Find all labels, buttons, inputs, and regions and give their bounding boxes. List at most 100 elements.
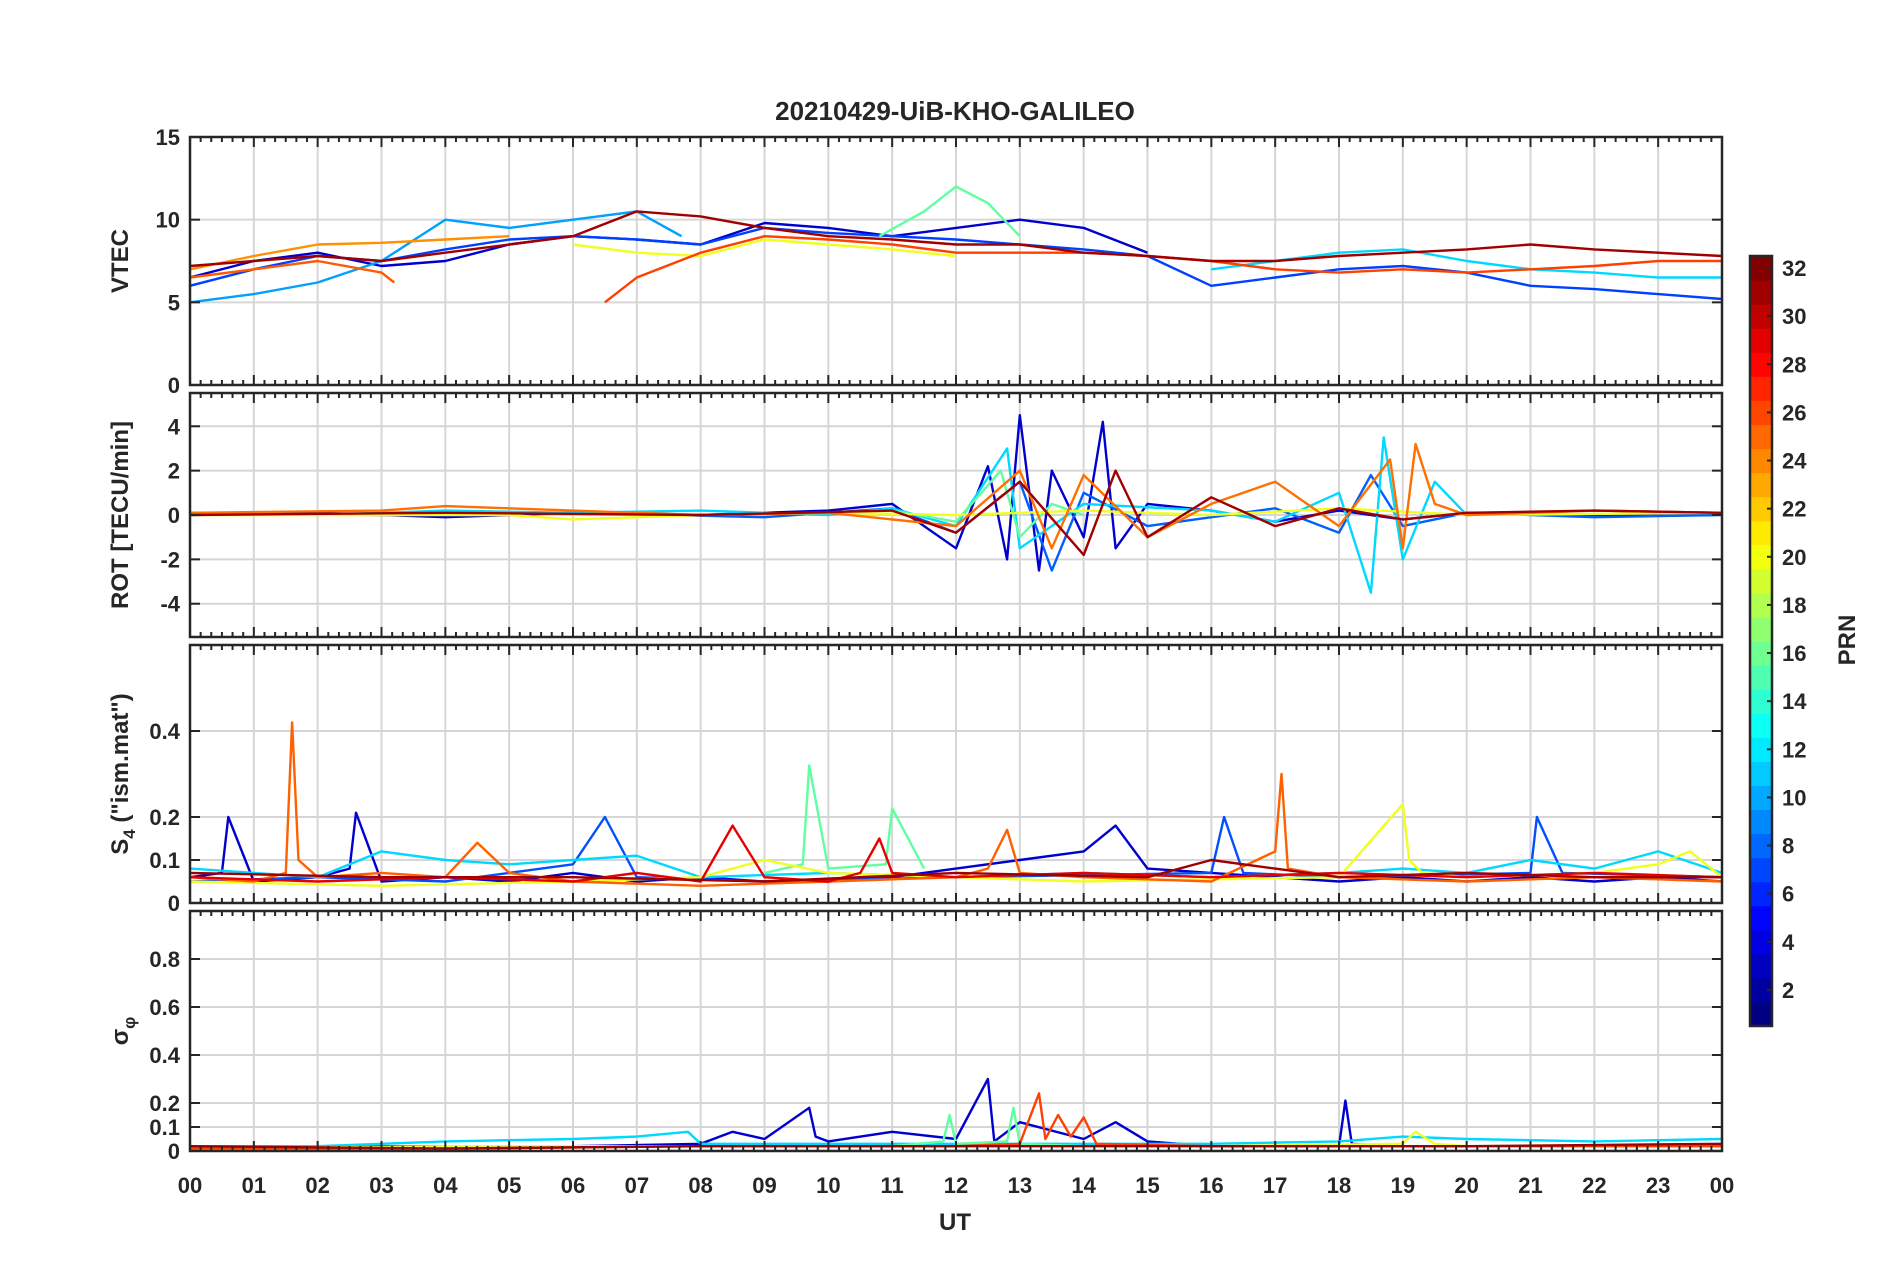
colorbar-segment: [1750, 977, 1772, 1003]
series-line-prn-25: [190, 259, 396, 284]
colorbar-segment: [1750, 304, 1772, 329]
colorbar-segment: [1750, 472, 1772, 498]
y-tick-label: 10: [156, 208, 180, 233]
colorbar-segment: [1750, 785, 1772, 811]
series-line-prn-15: [878, 185, 1021, 238]
colorbar-segment: [1750, 929, 1772, 955]
colorbar-frame: [1748, 254, 1774, 1028]
y-tick-label: -2: [160, 547, 180, 572]
y-tick-label: 0.4: [149, 719, 180, 744]
axes-frame: [188, 135, 1724, 387]
series-line-prn-20: [572, 238, 957, 258]
x-tick-label: 09: [752, 1173, 776, 1198]
colorbar-segment: [1750, 881, 1772, 907]
colorbar-segment: [1750, 953, 1772, 979]
panel-s4: 0 0.1 0.2 0.4 S4 ("ism.mat"): [107, 643, 1724, 916]
x-tick-label: 02: [305, 1173, 329, 1198]
colorbar-segment: [1750, 761, 1772, 786]
colorbar-segment: [1750, 689, 1772, 714]
colorbar-segment: [1750, 424, 1772, 450]
colorbar-tick-label: 22: [1782, 497, 1806, 522]
series-line-prn-31: [190, 469, 1722, 557]
colorbar-segment: [1750, 1001, 1772, 1027]
colorbar-tick-label: 14: [1782, 689, 1807, 714]
x-tick-label: 05: [497, 1173, 521, 1198]
colorbar-tick-label: 16: [1782, 641, 1806, 666]
colorbar-tick-label: 8: [1782, 834, 1794, 859]
colorbar-segment: [1750, 641, 1772, 666]
colorbar-segment: [1750, 352, 1772, 377]
colorbar-segment: [1750, 592, 1772, 618]
series-line-prn-10: [190, 210, 683, 304]
colorbar-tick-label: 12: [1782, 737, 1806, 762]
colorbar-segment: [1750, 665, 1772, 690]
x-tick-label: 23: [1646, 1173, 1670, 1198]
panel-rot: -4 -2 0 2 4 ROT [TECU/min]: [107, 391, 1724, 639]
x-tick-label: 15: [1135, 1173, 1159, 1198]
series-line-prn-29: [190, 824, 1722, 883]
y-tick-label: 5: [168, 290, 180, 315]
colorbar-tick-label: 30: [1782, 304, 1806, 329]
colorbar-segment: [1750, 544, 1772, 570]
colorbar-segment: [1750, 905, 1772, 931]
series-line-prn-25: [190, 721, 1722, 887]
colorbar-tick-label: 20: [1782, 545, 1806, 570]
colorbar-segment: [1750, 448, 1772, 474]
axes-frame: [188, 391, 1724, 639]
x-tick-label: 13: [1008, 1173, 1032, 1198]
colorbar-segment: [1750, 857, 1772, 883]
colorbar-segment: [1750, 376, 1772, 401]
colorbar-segment: [1750, 809, 1772, 835]
y-tick-label: 0: [168, 503, 180, 528]
x-tick-label: 17: [1263, 1173, 1287, 1198]
series-group: [190, 185, 1722, 304]
x-tick-label: 00: [1710, 1173, 1734, 1198]
colorbar-segment: [1750, 833, 1772, 859]
y-axis-label: σφ: [107, 1017, 139, 1046]
series-line-prn-23: [190, 235, 510, 271]
x-tick-label: 14: [1071, 1173, 1096, 1198]
y-axis-label: VTEC: [107, 229, 134, 293]
x-tick-label: 10: [816, 1173, 840, 1198]
y-tick-label: 0.1: [149, 848, 180, 873]
colorbar-segment: [1750, 520, 1772, 546]
y-axis-label: ROT [TECU/min]: [107, 421, 134, 609]
colorbar-segment: [1750, 737, 1772, 762]
colorbar-tick-label: 6: [1782, 882, 1794, 907]
y-tick-label: 0.1: [149, 1115, 180, 1140]
x-tick-label: 12: [944, 1173, 968, 1198]
axes-frame: [188, 909, 1724, 1153]
series-line-prn-15: [891, 469, 1085, 539]
x-tick-label: 01: [242, 1173, 266, 1198]
x-tick-label: 20: [1454, 1173, 1478, 1198]
x-tick-label: 03: [369, 1173, 393, 1198]
y-tick-label: 0: [168, 373, 180, 398]
colorbar-segment: [1750, 400, 1772, 426]
panel-vtec: 0 5 10 15 VTEC: [107, 125, 1724, 398]
axes-frame: [188, 643, 1724, 905]
x-axis-label: UT: [939, 1209, 971, 1236]
x-tick-label: 11: [881, 1173, 904, 1198]
y-tick-label: 0.2: [149, 1091, 180, 1116]
colorbar-segment: [1750, 328, 1772, 353]
panel-sigma-phi: 00.10.2 0.4 0.6 0.8 σφ: [107, 909, 1724, 1164]
colorbar-label: PRN: [1834, 615, 1861, 666]
colorbar-tick-label: 10: [1782, 785, 1806, 810]
colorbar-tick-label: 18: [1782, 593, 1806, 618]
x-tick-label: 21: [1518, 1173, 1542, 1198]
colorbar-segment: [1750, 496, 1772, 522]
series-group: [190, 414, 1722, 594]
colorbar-segment: [1750, 616, 1772, 642]
x-tick-label: 07: [625, 1173, 649, 1198]
series-line-prn-31: [190, 210, 1722, 268]
y-axis-label: S4 ("ism.mat"): [107, 693, 139, 855]
y-tick-label: 15: [156, 125, 180, 150]
series-line-prn-15: [892, 1106, 1084, 1148]
colorbar-tick-label: 28: [1782, 352, 1806, 377]
x-tick-label: 08: [688, 1173, 712, 1198]
series-group: [190, 721, 1722, 887]
colorbar-segment: [1750, 256, 1772, 281]
colorbar-tick-label: 4: [1782, 930, 1795, 955]
